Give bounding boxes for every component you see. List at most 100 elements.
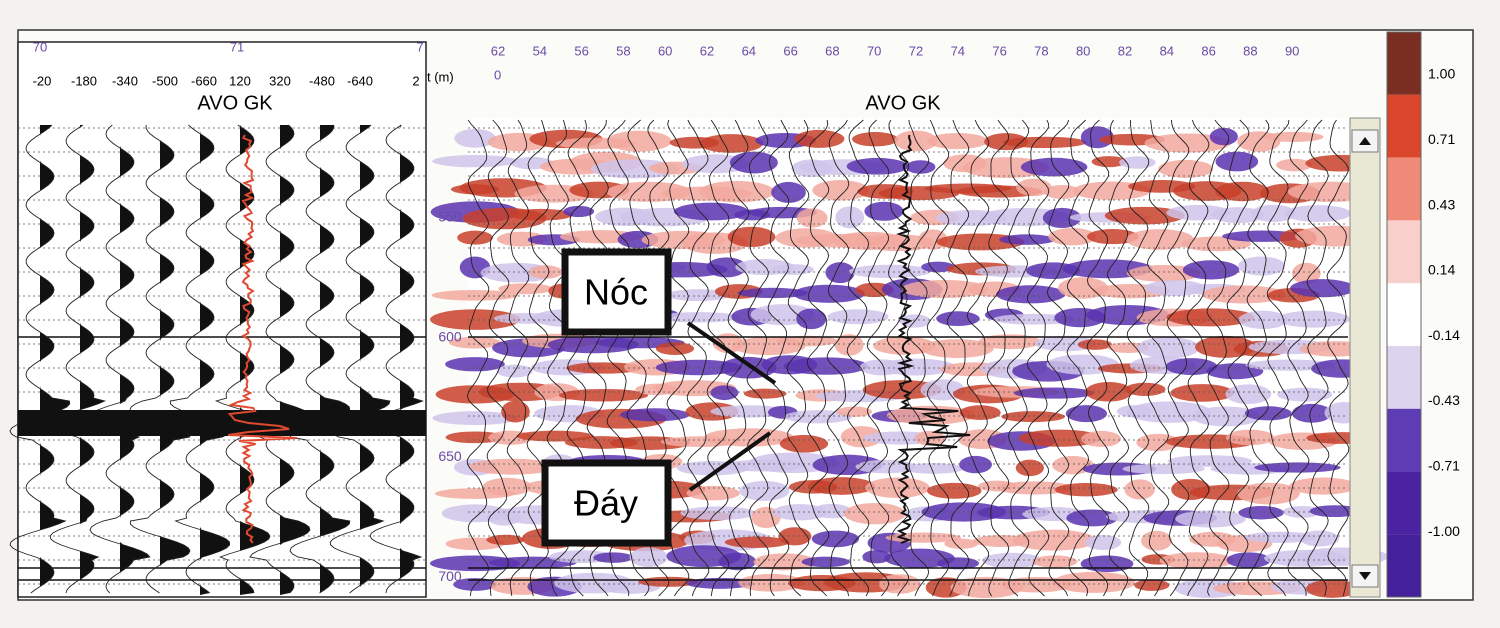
trace-label: 84 [1160,43,1174,58]
amplitude-blob [1211,207,1265,224]
amplitude-blob [1018,429,1102,447]
wiggle-trace [1246,119,1270,597]
wiggle-trace [1286,119,1310,597]
left-log-label: AVO GK [197,92,273,114]
amplitude-blob [501,400,530,423]
amplitude-blob [783,357,869,375]
annotation-bottom: Đáy [574,483,638,524]
amplitude-blob [1081,430,1122,447]
wiggle-trace [1306,119,1330,597]
amplitude-blob [1052,571,1136,593]
amplitude-blob [1091,156,1127,168]
filled-lobe [320,125,350,595]
strong-reflector [18,410,426,436]
amplitude-blob [1159,552,1234,569]
trace-label: 7 [416,39,423,54]
amplitude-blob [445,357,505,372]
annotation-box [541,459,672,547]
color-band [1387,346,1421,409]
amplitude-blob [843,502,906,525]
amplitude-blob [1243,531,1317,543]
trace-label: 58 [616,43,630,58]
trace-label: 74 [951,43,965,58]
amplitude-blob [794,129,845,148]
trace-label: 88 [1243,43,1257,58]
time-unit: t (m) [427,69,454,84]
trace-label: 66 [783,43,797,58]
amplitude-blob [1309,505,1360,518]
wiggle-trace [526,119,550,597]
amplitude-blob [1238,506,1284,520]
wiggle-trace [9,124,71,594]
scrollbar[interactable] [1349,117,1381,598]
filled-lobe [80,125,105,595]
amplitude-blob [1141,530,1173,551]
amplitude-blob [1291,403,1332,423]
amplitude-blob [729,151,778,174]
amplitude-blob [449,336,501,349]
amplitude-blob [1080,555,1134,573]
amplitude-blob [811,503,852,519]
amplitude-blob [1134,579,1170,591]
amplitude-blob [686,485,740,501]
trace-label: 68 [825,43,839,58]
wiggle-trace [1126,119,1150,597]
amplitude-blob [1066,509,1118,527]
wiggle-trace [1086,119,1110,597]
amplitude-blob [981,552,1042,568]
wiggle-trace [886,119,910,597]
trace-label: 70 [33,39,47,54]
amplitude-blob [801,556,851,568]
amplitude-blob [1277,310,1351,328]
offset-label: -20 [33,73,52,88]
amplitude-blob [1084,534,1122,551]
amplitude-blob [1215,151,1259,172]
trace-label: 54 [533,43,547,58]
amplitude-blob [674,202,749,221]
amplitude-blob [808,477,875,495]
wiggle-trace [846,119,870,597]
gamma-log [896,134,971,544]
annotation-box [561,248,672,336]
amplitude-blob [710,385,739,401]
amplitude-blob [457,230,493,245]
amplitude-blob [993,313,1075,325]
amplitude-blob [1013,387,1095,399]
amplitude-blob [1119,156,1156,169]
amplitude-blob [1044,185,1081,199]
amplitude-blob [944,538,979,549]
amplitude-blob [825,262,855,284]
amplitude-blob [1042,207,1082,228]
color-bar-frame [1386,31,1422,598]
amplitude-blob [864,201,904,221]
amplitude-blob [1104,206,1185,225]
amplitude-blob [482,477,532,496]
trace-label: 56 [574,43,588,58]
filled-lobe [400,125,423,595]
wiggle-trace [1146,119,1170,597]
amplitude-blob [1126,264,1201,282]
amplitude-blob [779,434,829,453]
amplitude-blob [1284,205,1352,222]
wiggle-trace [249,124,311,594]
scale-label: 1.00 [1428,66,1455,82]
trace-label: 70 [867,43,881,58]
filled-lobe [120,125,150,595]
amplitude-blob [629,547,668,568]
trace-label: 80 [1076,43,1090,58]
wiggle-trace [866,119,890,597]
wiggle-trace [369,124,424,594]
amplitude-blob [852,132,899,147]
wiggle-trace [946,119,970,597]
amplitude-blob [1209,127,1238,146]
wiggle-trace [1166,119,1190,597]
amplitude-blob [724,536,790,548]
amplitude-blob [846,157,909,175]
wiggle-trace [1226,119,1250,597]
amplitude-blob [1276,158,1312,172]
pointer-line [688,431,772,492]
amplitude-blob [1065,405,1108,423]
down-arrow [1359,572,1371,580]
time-label: 550 [438,209,462,225]
amplitude-blob [655,342,695,355]
